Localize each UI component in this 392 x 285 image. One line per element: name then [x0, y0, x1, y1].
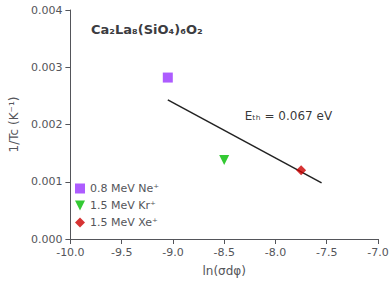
- svg-text:0.002: 0.002: [31, 118, 63, 131]
- svg-text:1.5 MeV Xe⁺: 1.5 MeV Xe⁺: [90, 216, 158, 229]
- svg-text:-8.5: -8.5: [213, 246, 234, 259]
- svg-text:Eₜₕ = 0.067 eV: Eₜₕ = 0.067 eV: [245, 109, 333, 123]
- svg-text:1/Tc (K⁻¹): 1/Tc (K⁻¹): [7, 97, 21, 153]
- svg-text:Ca₂La₈(SiO₄)₆O₂: Ca₂La₈(SiO₄)₆O₂: [91, 22, 203, 37]
- svg-text:-8.0: -8.0: [265, 246, 286, 259]
- svg-text:0.001: 0.001: [31, 175, 63, 188]
- svg-text:0.8 MeV Ne⁺: 0.8 MeV Ne⁺: [90, 182, 159, 195]
- svg-text:-7.0: -7.0: [367, 246, 388, 259]
- svg-text:-10.0: -10.0: [56, 246, 84, 259]
- svg-text:-7.5: -7.5: [316, 246, 337, 259]
- svg-text:-9.0: -9.0: [162, 246, 183, 259]
- svg-text:0.003: 0.003: [31, 61, 63, 74]
- svg-text:0.004: 0.004: [31, 4, 63, 17]
- svg-text:0.000: 0.000: [31, 233, 63, 246]
- svg-text:ln(σdφ): ln(σdφ): [202, 264, 245, 278]
- svg-text:1.5 MeV Kr⁺: 1.5 MeV Kr⁺: [90, 199, 156, 212]
- svg-text:-9.5: -9.5: [111, 246, 132, 259]
